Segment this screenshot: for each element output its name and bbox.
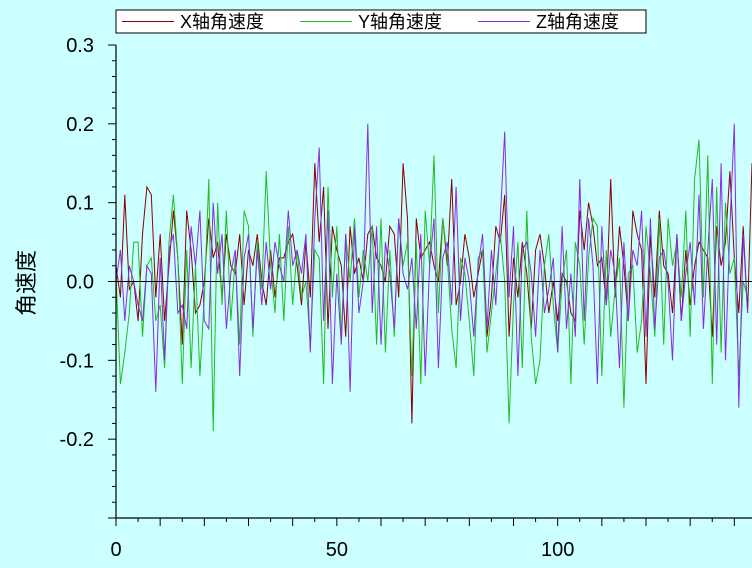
y-axis-title: 角速度	[15, 250, 40, 316]
plot-lines	[115, 123, 752, 432]
x-tick-label: 50	[326, 539, 348, 561]
y-tick-label: 0.1	[66, 193, 94, 215]
legend-label-2: Y轴角速度	[358, 12, 442, 32]
legend-label-3: Z轴角速度	[536, 12, 619, 32]
y-tick-label: 0.0	[66, 272, 94, 294]
legend: X轴角速度 Y轴角速度 Z轴角速度	[115, 9, 647, 34]
y-tick-label: 0.2	[66, 114, 94, 136]
y-tick-label: -0.1	[60, 350, 94, 372]
series-line-2	[115, 139, 749, 432]
legend-box	[115, 9, 647, 34]
y-tick-label: -0.2	[60, 429, 94, 451]
x-tick-label: 100	[541, 539, 574, 561]
y-tick-label: 0.3	[66, 35, 94, 57]
axes: 0.3 0.2 0.1 0.0 -0.1 -0.2 0 50 100	[60, 35, 752, 561]
legend-label-1: X轴角速度	[180, 12, 264, 32]
x-tick-label: 0	[110, 539, 121, 561]
series-line-3	[115, 123, 749, 408]
